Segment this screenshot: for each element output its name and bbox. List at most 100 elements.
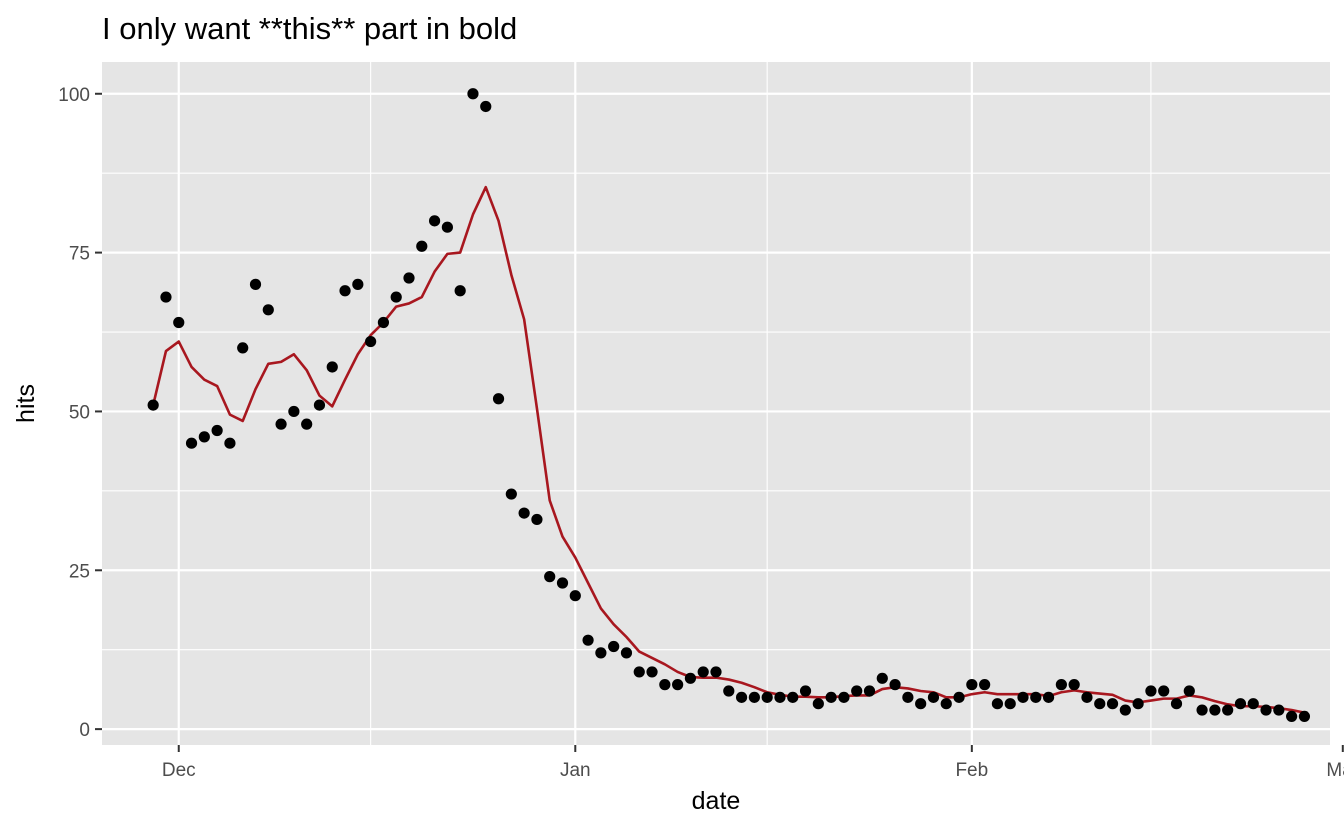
data-point bbox=[211, 424, 223, 437]
data-point bbox=[1119, 704, 1131, 716]
data-point bbox=[492, 393, 505, 405]
data-point bbox=[377, 316, 390, 329]
data-point bbox=[953, 691, 965, 703]
data-point bbox=[620, 647, 633, 659]
data-point bbox=[1209, 704, 1221, 716]
data-point bbox=[991, 698, 1004, 710]
data-point bbox=[966, 679, 978, 691]
data-point bbox=[390, 291, 402, 303]
data-point bbox=[365, 335, 377, 348]
data-point bbox=[812, 698, 824, 710]
data-point bbox=[441, 221, 453, 233]
y-axis-title: hits bbox=[12, 384, 40, 423]
data-point bbox=[927, 691, 940, 703]
data-point bbox=[799, 685, 812, 697]
data-point bbox=[735, 691, 748, 703]
data-point bbox=[1222, 704, 1234, 716]
data-point bbox=[1170, 698, 1183, 710]
data-point bbox=[160, 291, 172, 303]
data-point bbox=[672, 679, 684, 691]
y-axis: 0 25 50 75 100 bbox=[58, 85, 102, 741]
data-point bbox=[198, 431, 210, 443]
data-point bbox=[1158, 685, 1170, 697]
data-point bbox=[224, 437, 236, 449]
data-point bbox=[505, 488, 517, 500]
data-point bbox=[1260, 704, 1272, 716]
data-point bbox=[710, 666, 722, 678]
data-point bbox=[1042, 691, 1055, 703]
data-point bbox=[697, 666, 709, 678]
data-point bbox=[659, 679, 671, 691]
data-point bbox=[979, 679, 991, 691]
data-point bbox=[1273, 704, 1285, 716]
data-point bbox=[454, 285, 466, 297]
data-point bbox=[1055, 679, 1067, 691]
series-layer bbox=[147, 88, 1311, 723]
data-point bbox=[480, 100, 492, 113]
data-point bbox=[185, 437, 198, 449]
data-point bbox=[262, 304, 274, 316]
data-point bbox=[825, 691, 837, 703]
data-point bbox=[1298, 710, 1311, 723]
data-point bbox=[838, 691, 850, 703]
data-point bbox=[748, 691, 760, 703]
data-point bbox=[416, 240, 428, 252]
chart-title: I only want **this** part in bold bbox=[102, 11, 517, 46]
x-tick-label: Dec bbox=[162, 760, 196, 781]
data-point bbox=[915, 698, 927, 710]
data-point bbox=[889, 679, 901, 691]
data-point bbox=[582, 634, 594, 646]
x-axis: Dec Jan Feb Mar bbox=[162, 745, 1344, 781]
data-point bbox=[1004, 698, 1016, 710]
y-tick-label: 100 bbox=[58, 85, 90, 106]
data-point bbox=[301, 418, 313, 430]
y-tick-label: 50 bbox=[69, 402, 90, 423]
data-point bbox=[249, 278, 262, 290]
data-point bbox=[608, 640, 620, 653]
x-tick-label: Jan bbox=[560, 760, 591, 781]
data-point bbox=[723, 685, 735, 697]
data-point bbox=[1106, 698, 1119, 710]
x-tick-label: Feb bbox=[955, 760, 988, 781]
data-point bbox=[684, 672, 697, 684]
y-tick-label: 25 bbox=[69, 561, 90, 582]
data-point bbox=[1068, 679, 1080, 691]
data-point bbox=[633, 666, 645, 678]
data-point bbox=[1145, 685, 1157, 697]
data-point bbox=[1286, 710, 1298, 723]
data-point bbox=[556, 577, 569, 589]
data-point bbox=[288, 405, 300, 418]
data-point bbox=[569, 590, 581, 602]
data-point bbox=[173, 316, 185, 329]
data-point bbox=[467, 88, 479, 100]
data-point bbox=[275, 418, 287, 430]
smoothed-line bbox=[151, 185, 1305, 714]
data-point bbox=[1132, 698, 1144, 710]
data-point bbox=[403, 272, 415, 284]
data-point bbox=[237, 342, 249, 354]
data-point bbox=[761, 691, 773, 703]
data-point bbox=[595, 647, 607, 659]
data-point bbox=[940, 698, 952, 710]
data-point bbox=[876, 672, 888, 684]
data-point bbox=[326, 361, 338, 373]
data-point bbox=[518, 507, 530, 519]
data-point bbox=[1017, 691, 1029, 703]
x-axis-title: date bbox=[692, 787, 741, 815]
data-point bbox=[313, 399, 326, 411]
data-point bbox=[851, 685, 863, 697]
major-gridlines bbox=[102, 62, 1344, 745]
data-point bbox=[1234, 698, 1247, 710]
data-point bbox=[428, 215, 441, 227]
y-tick-label: 75 bbox=[69, 244, 90, 265]
data-point bbox=[902, 691, 914, 703]
data-point bbox=[1081, 691, 1093, 703]
data-point bbox=[352, 278, 364, 290]
data-point bbox=[646, 666, 658, 678]
data-point bbox=[339, 285, 351, 297]
data-point bbox=[863, 685, 876, 697]
data-point bbox=[1196, 704, 1208, 716]
x-tick-label: Mar bbox=[1326, 760, 1344, 781]
data-point bbox=[544, 571, 556, 583]
